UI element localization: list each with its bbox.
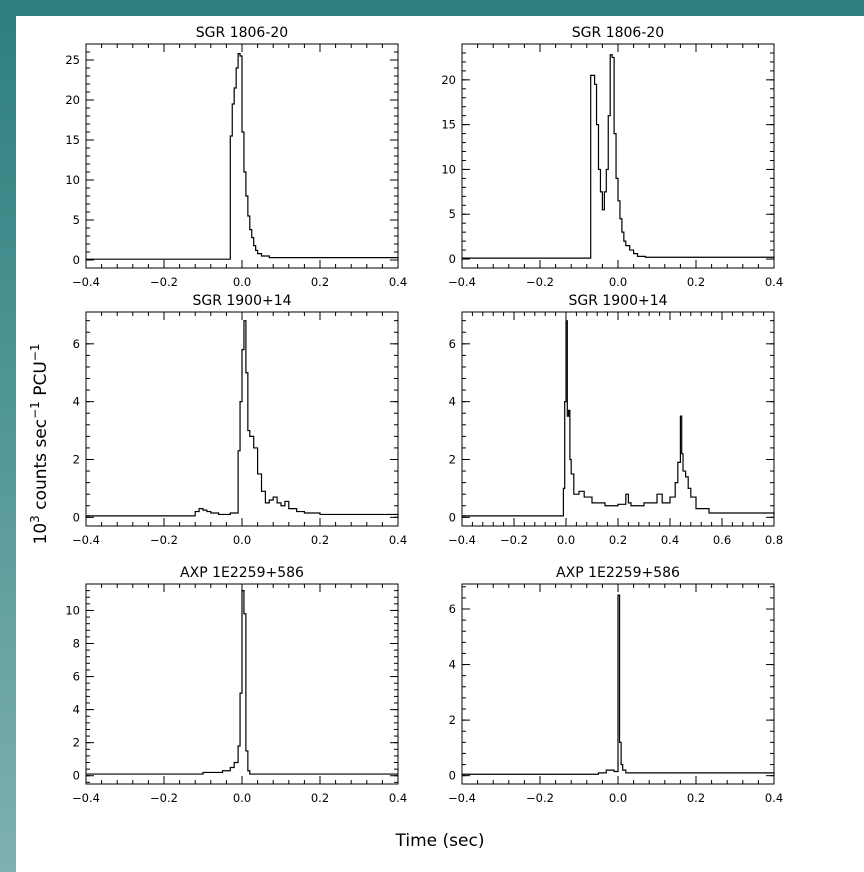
light-curve-series bbox=[462, 320, 775, 517]
light-curve-series bbox=[462, 54, 775, 259]
x-tick-label: 0.4 bbox=[389, 533, 407, 547]
x-tick-label: −0.2 bbox=[150, 791, 178, 805]
y-tick-label: 8 bbox=[73, 637, 80, 651]
x-tick-label: 0.4 bbox=[765, 275, 783, 289]
x-tick-label: −0.4 bbox=[448, 791, 476, 805]
x-tick-label: −0.2 bbox=[150, 275, 178, 289]
y-tick-label: 2 bbox=[73, 736, 80, 750]
y-tick-label: 2 bbox=[449, 713, 456, 727]
panel-title: SGR 1806-20 bbox=[572, 25, 664, 41]
x-tick-label: 0.0 bbox=[233, 533, 251, 547]
panel-title: AXP 1E2259+586 bbox=[180, 565, 304, 581]
x-tick-label: 0.4 bbox=[389, 791, 407, 805]
light-curve-series bbox=[86, 53, 399, 260]
y-tick-label: 5 bbox=[73, 213, 80, 227]
figure-canvas: 103 counts sec−1 PCU−1 Time (sec) SGR 18… bbox=[28, 25, 783, 851]
light-curve-series bbox=[462, 594, 775, 775]
panel-5: AXP 1E2259+586 −0.4 −0.2 0.0 0.2 0.4 0 2 4 6 8 10 bbox=[65, 565, 407, 805]
x-tick-label: 0.2 bbox=[687, 275, 705, 289]
x-tick-label: 0.0 bbox=[609, 791, 627, 805]
x-tick-label: 0.2 bbox=[609, 533, 627, 547]
x-tick-label: 0.6 bbox=[713, 533, 731, 547]
y-tick-label: 5 bbox=[449, 207, 456, 221]
x-tick-label: 0.4 bbox=[389, 275, 407, 289]
panel-title: SGR 1900+14 bbox=[568, 293, 667, 309]
y-tick-label: 0 bbox=[73, 510, 80, 524]
plot-frame bbox=[461, 43, 775, 269]
y-axis-label-exp2: −1 bbox=[28, 401, 42, 419]
y-tick-label: 15 bbox=[65, 133, 80, 147]
x-tick-label: 0.0 bbox=[609, 275, 627, 289]
y-axis-label: 103 counts sec−1 PCU−1 bbox=[28, 344, 51, 545]
x-tick-label: 0.0 bbox=[233, 275, 251, 289]
y-tick-label: 0 bbox=[449, 769, 456, 783]
y-tick-label: 4 bbox=[449, 395, 456, 409]
panel-3: SGR 1900+14 −0.4 −0.2 0.0 0.2 0.4 0 2 4 6 bbox=[72, 293, 407, 547]
y-tick-label: 0 bbox=[449, 510, 456, 524]
y-tick-label: 20 bbox=[441, 73, 456, 87]
y-axis-label-exp3: −1 bbox=[28, 344, 42, 362]
y-tick-label: 10 bbox=[65, 603, 80, 617]
x-tick-label: 0.0 bbox=[557, 533, 575, 547]
y-axis-label-tail: PCU bbox=[31, 361, 51, 401]
figure-panel: 103 counts sec−1 PCU−1 Time (sec) SGR 18… bbox=[16, 16, 864, 872]
x-tick-label: −0.4 bbox=[72, 533, 100, 547]
x-tick-label: 0.4 bbox=[765, 791, 783, 805]
y-tick-label: 15 bbox=[441, 118, 456, 132]
y-tick-label: 6 bbox=[73, 337, 80, 351]
y-tick-label: 0 bbox=[73, 769, 80, 783]
y-tick-label: 6 bbox=[73, 670, 80, 684]
y-tick-label: 2 bbox=[449, 452, 456, 466]
x-tick-label: 0.4 bbox=[661, 533, 679, 547]
y-tick-label: 10 bbox=[65, 173, 80, 187]
x-tick-label: −0.2 bbox=[500, 533, 528, 547]
x-tick-label: 0.2 bbox=[311, 275, 329, 289]
x-tick-label: 0.2 bbox=[687, 791, 705, 805]
x-tick-label: 0.2 bbox=[311, 791, 329, 805]
y-tick-label: 0 bbox=[449, 252, 456, 266]
x-tick-label: −0.2 bbox=[150, 533, 178, 547]
panel-title: AXP 1E2259+586 bbox=[556, 565, 680, 581]
x-tick-label: −0.4 bbox=[448, 275, 476, 289]
panel-6: AXP 1E2259+586 −0.4 −0.2 0.0 0.2 0.4 0 2 4 6 bbox=[448, 565, 783, 805]
y-tick-label: 2 bbox=[73, 452, 80, 466]
panel-title: SGR 1806-20 bbox=[196, 25, 288, 41]
y-tick-label: 10 bbox=[441, 162, 456, 176]
x-tick-label: −0.2 bbox=[526, 791, 554, 805]
light-curve-series bbox=[86, 590, 398, 775]
y-axis-label-base: 10 bbox=[31, 523, 51, 545]
y-tick-label: 4 bbox=[73, 395, 80, 409]
y-tick-label: 0 bbox=[73, 253, 80, 267]
y-tick-label: 4 bbox=[449, 658, 456, 672]
y-tick-label: 4 bbox=[73, 703, 80, 717]
y-tick-label: 6 bbox=[449, 602, 456, 616]
plot-frame bbox=[461, 311, 775, 527]
y-tick-label: 25 bbox=[65, 53, 80, 67]
x-tick-label: 0.0 bbox=[233, 791, 251, 805]
y-axis-label-mid: counts sec bbox=[31, 419, 51, 515]
x-tick-label: 0.2 bbox=[311, 533, 329, 547]
y-tick-label: 20 bbox=[65, 93, 80, 107]
y-axis-label-exp: 3 bbox=[28, 515, 42, 523]
panel-1: SGR 1806-20 −0.4 −0.2 0.0 0.2 0.4 0 5 10 15 20 25 bbox=[65, 25, 407, 289]
x-tick-label: −0.4 bbox=[72, 791, 100, 805]
x-tick-label: 0.8 bbox=[765, 533, 783, 547]
panel-4: SGR 1900+14 −0.4 −0.2 0.0 0.2 0.4 0.6 0.8 0 2 4 6 bbox=[448, 293, 783, 547]
x-axis-label: Time (sec) bbox=[395, 831, 485, 851]
x-tick-label: −0.4 bbox=[72, 275, 100, 289]
panel-2: SGR 1806-20 −0.4 −0.2 0.0 0.2 0.4 0 5 10 15 20 bbox=[441, 25, 783, 289]
plot-frame bbox=[85, 311, 399, 527]
x-tick-label: −0.2 bbox=[526, 275, 554, 289]
x-tick-label: −0.4 bbox=[448, 533, 476, 547]
light-curve-series bbox=[86, 320, 399, 517]
y-tick-label: 6 bbox=[449, 337, 456, 351]
panel-title: SGR 1900+14 bbox=[192, 293, 291, 309]
